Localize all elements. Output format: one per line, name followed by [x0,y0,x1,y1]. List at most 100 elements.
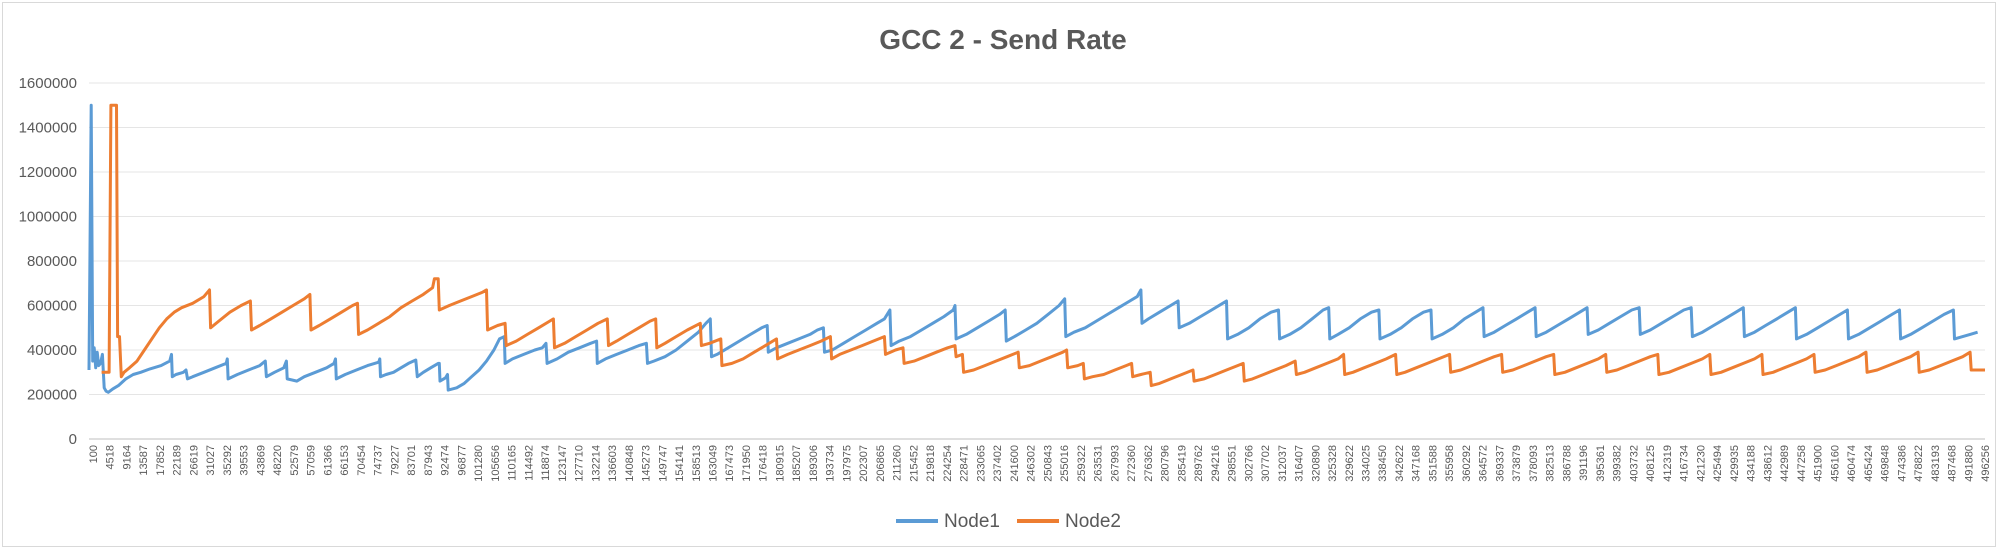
x-tick-label: 224254 [942,445,954,482]
x-tick-label: 96877 [456,445,468,476]
x-tick-label: 373879 [1511,445,1523,482]
x-tick-label: 123147 [557,445,569,482]
x-tick-label: 334025 [1360,445,1372,482]
x-tick-label: 465424 [1863,445,1875,482]
x-tick-label: 9164 [121,445,133,469]
x-tick-label: 312037 [1277,445,1289,482]
x-tick-label: 298551 [1227,445,1239,482]
x-tick-label: 294216 [1210,445,1222,482]
x-tick-label: 342622 [1394,445,1406,482]
x-tick-label: 87943 [423,445,435,476]
x-tick-label: 447258 [1796,445,1808,482]
x-tick-label: 378093 [1528,445,1540,482]
x-tick-label: 285419 [1176,445,1188,482]
x-tick-label: 185207 [791,445,803,482]
x-tick-label: 491880 [1963,445,1975,482]
x-tick-label: 438612 [1762,445,1774,482]
x-tick-label: 39553 [239,445,251,476]
x-tick-label: 425494 [1712,445,1724,482]
x-tick-label: 276362 [1143,445,1155,482]
x-tick-label: 429935 [1729,445,1741,482]
x-tick-label: 289762 [1193,445,1205,482]
x-tick-label: 241600 [1009,445,1021,482]
x-tick-label: 263531 [1093,445,1105,482]
x-tick-label: 329622 [1344,445,1356,482]
x-tick-label: 215452 [908,445,920,482]
x-tick-label: 325328 [1327,445,1339,482]
x-tick-label: 347168 [1411,445,1423,482]
x-tick-label: 355958 [1444,445,1456,482]
x-tick-label: 83701 [406,445,418,476]
legend-label-node2: Node2 [1065,511,1121,532]
x-tick-label: 4518 [105,445,117,469]
x-tick-label: 110165 [507,445,519,481]
x-tick-label: 154141 [674,445,686,482]
x-tick-label: 140848 [624,445,636,482]
x-tick-label: 105656 [490,445,502,482]
x-tick-label: 219818 [925,445,937,482]
chart-title: GCC 2 - Send Rate [879,24,1126,55]
x-tick-label: 35292 [222,445,234,476]
series-line-node1 [87,103,1979,394]
x-tick-label: 228471 [959,445,971,482]
x-tick-label: 408125 [1645,445,1657,482]
x-tick-label: 57059 [306,445,318,476]
y-tick-label: 1600000 [19,75,77,92]
x-tick-label: 211260 [892,445,904,481]
x-tick-label: 167473 [724,445,736,482]
x-tick-label: 233065 [975,445,987,482]
x-tick-label: 416734 [1679,445,1691,482]
y-tick-label: 400000 [27,342,77,359]
y-tick-label: 800000 [27,253,77,270]
x-tick-label: 338450 [1377,445,1389,482]
x-tick-label: 149747 [657,445,669,482]
x-tick-label: 442989 [1779,445,1791,482]
x-tick-label: 13587 [138,445,150,476]
chart-svg: GCC 2 - Send Rate 0 200000 400000 600000 800… [19,24,1992,532]
x-tick-label: 364572 [1478,445,1490,482]
x-tick-label: 259322 [1076,445,1088,482]
x-tick-label: 487468 [1947,445,1959,482]
x-tick-label: 456160 [1829,445,1841,482]
x-tick-label: 451900 [1813,445,1825,482]
x-tick-label: 79227 [389,445,401,476]
x-tick-label: 171950 [741,445,753,482]
x-tick-label: 163049 [708,445,720,482]
x-tick-label: 386788 [1561,445,1573,482]
y-tick-label: 1200000 [19,164,77,181]
x-tick-label: 100 [88,445,100,463]
x-tick-label: 180915 [774,445,786,482]
x-tick-label: 61366 [322,445,334,476]
x-tick-label: 237402 [992,445,1004,482]
x-tick-label: 118874 [540,445,552,481]
x-tick-label: 22189 [172,445,184,476]
x-tick-label: 70454 [356,445,368,476]
y-axis-ticks: 0 200000 400000 600000 800000 1000000 1200000 1… [19,75,77,448]
x-tick-label: 193734 [825,445,837,482]
x-axis-ticks: 100 4518 9164 13587 17852 22189 26619 31027 3529… [88,445,1992,482]
x-tick-label: 351588 [1427,445,1439,482]
y-tick-label: 1400000 [19,120,77,137]
x-tick-label: 474386 [1896,445,1908,482]
x-tick-label: 478822 [1913,445,1925,482]
x-tick-label: 250843 [1042,445,1054,482]
x-tick-label: 434188 [1746,445,1758,482]
x-tick-label: 395361 [1595,445,1607,482]
x-tick-label: 132214 [590,445,602,482]
x-tick-label: 316407 [1294,445,1306,482]
x-tick-label: 101280 [473,445,485,482]
series-lines [87,103,1985,394]
x-tick-label: 496256 [1980,445,1992,482]
x-tick-label: 206865 [875,445,887,482]
y-tick-label: 200000 [27,387,77,404]
x-tick-label: 469848 [1880,445,1892,482]
x-tick-label: 255016 [1059,445,1071,482]
x-tick-label: 202307 [858,445,870,482]
x-tick-label: 267993 [1109,445,1121,482]
x-tick-label: 320890 [1310,445,1322,482]
x-tick-label: 280796 [1160,445,1172,482]
x-tick-label: 369337 [1494,445,1506,482]
y-tick-label: 0 [69,431,77,448]
y-tick-label: 600000 [27,298,77,315]
